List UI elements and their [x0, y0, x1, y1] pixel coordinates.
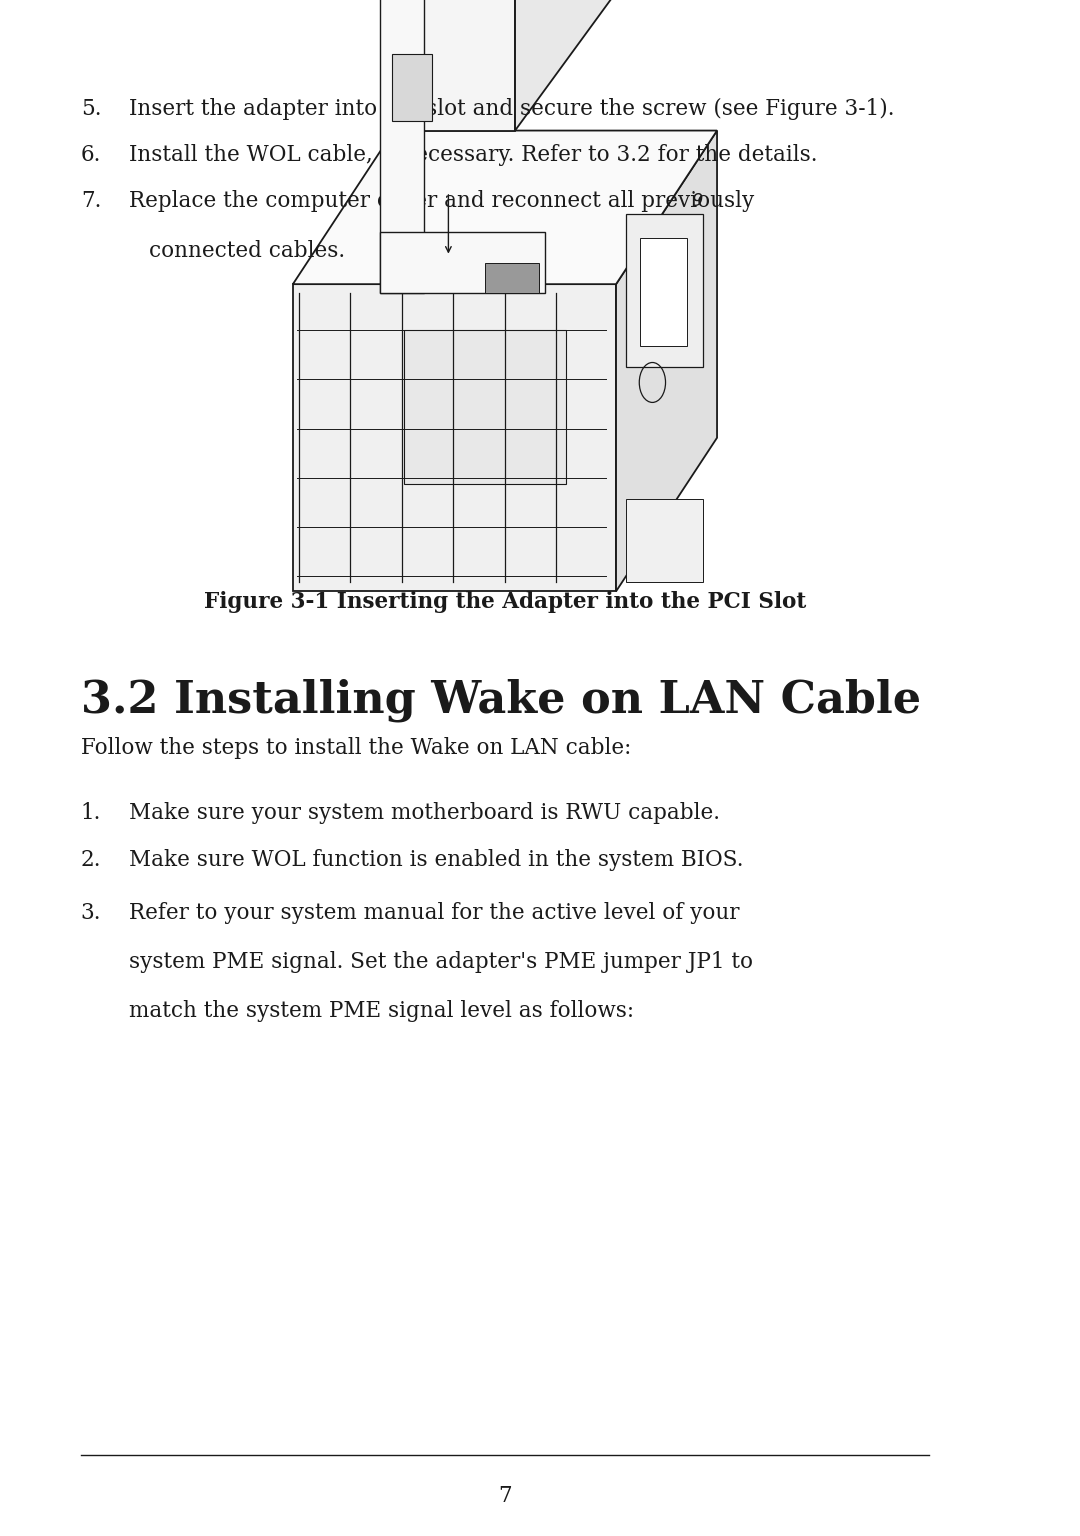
- Polygon shape: [394, 0, 515, 131]
- Text: 6.: 6.: [81, 144, 102, 166]
- Text: 5.: 5.: [81, 98, 102, 120]
- Text: Follow the steps to install the Wake on LAN cable:: Follow the steps to install the Wake on …: [81, 737, 631, 759]
- Polygon shape: [485, 263, 539, 293]
- Polygon shape: [293, 284, 616, 591]
- Text: connected cables.: connected cables.: [149, 240, 346, 261]
- Polygon shape: [392, 54, 432, 121]
- Text: system PME signal. Set the adapter's PME jumper JP1 to: system PME signal. Set the adapter's PME…: [130, 951, 753, 972]
- Polygon shape: [515, 0, 616, 131]
- Polygon shape: [640, 238, 687, 346]
- Polygon shape: [400, 240, 529, 250]
- Polygon shape: [404, 330, 566, 484]
- Polygon shape: [380, 232, 545, 293]
- Text: Replace the computer cover and reconnect all previously: Replace the computer cover and reconnect…: [130, 190, 755, 212]
- Text: Make sure WOL function is enabled in the system BIOS.: Make sure WOL function is enabled in the…: [130, 849, 744, 871]
- Polygon shape: [626, 499, 703, 582]
- Text: Make sure your system motherboard is RWU capable.: Make sure your system motherboard is RWU…: [130, 802, 720, 823]
- Polygon shape: [400, 273, 529, 284]
- Text: 2.: 2.: [81, 849, 102, 871]
- Text: Install the WOL cable, if necessary. Refer to 3.2 for the details.: Install the WOL cable, if necessary. Ref…: [130, 144, 818, 166]
- Polygon shape: [293, 131, 717, 284]
- Polygon shape: [616, 131, 717, 591]
- Text: Figure 3-1 Inserting the Adapter into the PCI Slot: Figure 3-1 Inserting the Adapter into th…: [204, 591, 806, 613]
- Text: 9: 9: [691, 192, 703, 210]
- Text: 3.: 3.: [81, 902, 102, 923]
- Text: Insert the adapter into the slot and secure the screw (see Figure 3-1).: Insert the adapter into the slot and sec…: [130, 98, 894, 120]
- Text: 3.2 Installing Wake on LAN Cable: 3.2 Installing Wake on LAN Cable: [81, 679, 921, 722]
- Text: 7.: 7.: [81, 190, 102, 212]
- Polygon shape: [380, 0, 424, 293]
- Text: match the system PME signal level as follows:: match the system PME signal level as fol…: [130, 1000, 634, 1021]
- Text: 1.: 1.: [81, 802, 102, 823]
- Text: Refer to your system manual for the active level of your: Refer to your system manual for the acti…: [130, 902, 740, 923]
- Polygon shape: [626, 214, 703, 367]
- Polygon shape: [400, 257, 529, 267]
- Text: 7: 7: [498, 1485, 512, 1507]
